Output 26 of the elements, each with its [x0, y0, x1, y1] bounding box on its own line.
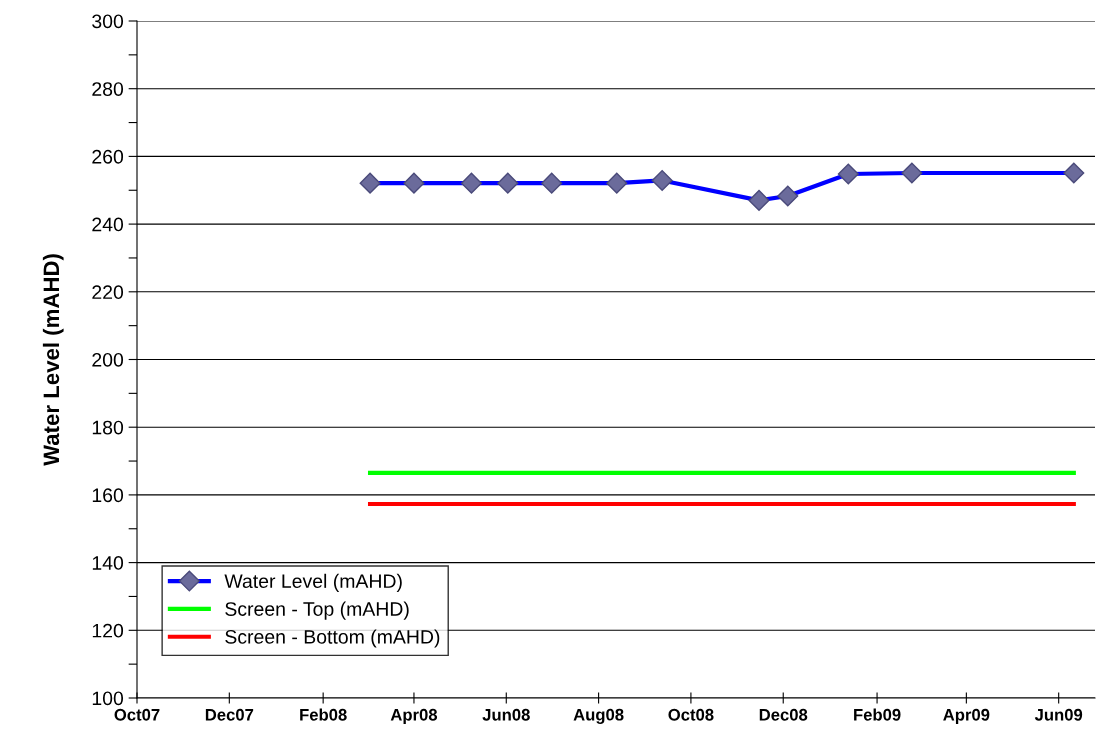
y-tick-label: 160: [92, 488, 124, 503]
y-tick-label: 240: [92, 217, 124, 232]
y-tick-label: 100: [92, 691, 124, 706]
x-tick-label: Jun09: [1034, 708, 1083, 721]
y-axis-title: Water Level (mAHD): [42, 254, 64, 466]
y-tick-label: 180: [92, 420, 124, 435]
x-tick-label: Oct08: [668, 708, 714, 721]
y-tick-label: 120: [92, 623, 124, 638]
x-tick-label: Feb09: [854, 708, 901, 721]
legend-label: Screen - Top (mAHD): [225, 601, 409, 620]
legend-label: Water Level (mAHD): [224, 573, 402, 592]
x-tick-label: Jun08: [482, 708, 530, 721]
y-tick-label: 300: [92, 14, 124, 29]
y-tick-label: 220: [92, 285, 124, 300]
y-tick-label: 200: [92, 352, 124, 367]
y-tick-label: 260: [92, 149, 124, 164]
y-tick-label: 140: [92, 556, 124, 570]
y-tick-label: 280: [92, 82, 124, 96]
x-tick-label: Dec07: [205, 708, 254, 721]
x-tick-label: Feb08: [300, 708, 347, 721]
x-tick-label: Aug08: [573, 708, 624, 724]
x-tick-label: Dec08: [759, 708, 808, 721]
x-tick-label: Oct07: [114, 708, 160, 721]
x-tick-label: Apr08: [390, 708, 438, 724]
legend-label: Screen - Bottom (mAHD): [225, 629, 440, 648]
x-tick-label: Apr09: [943, 708, 990, 724]
